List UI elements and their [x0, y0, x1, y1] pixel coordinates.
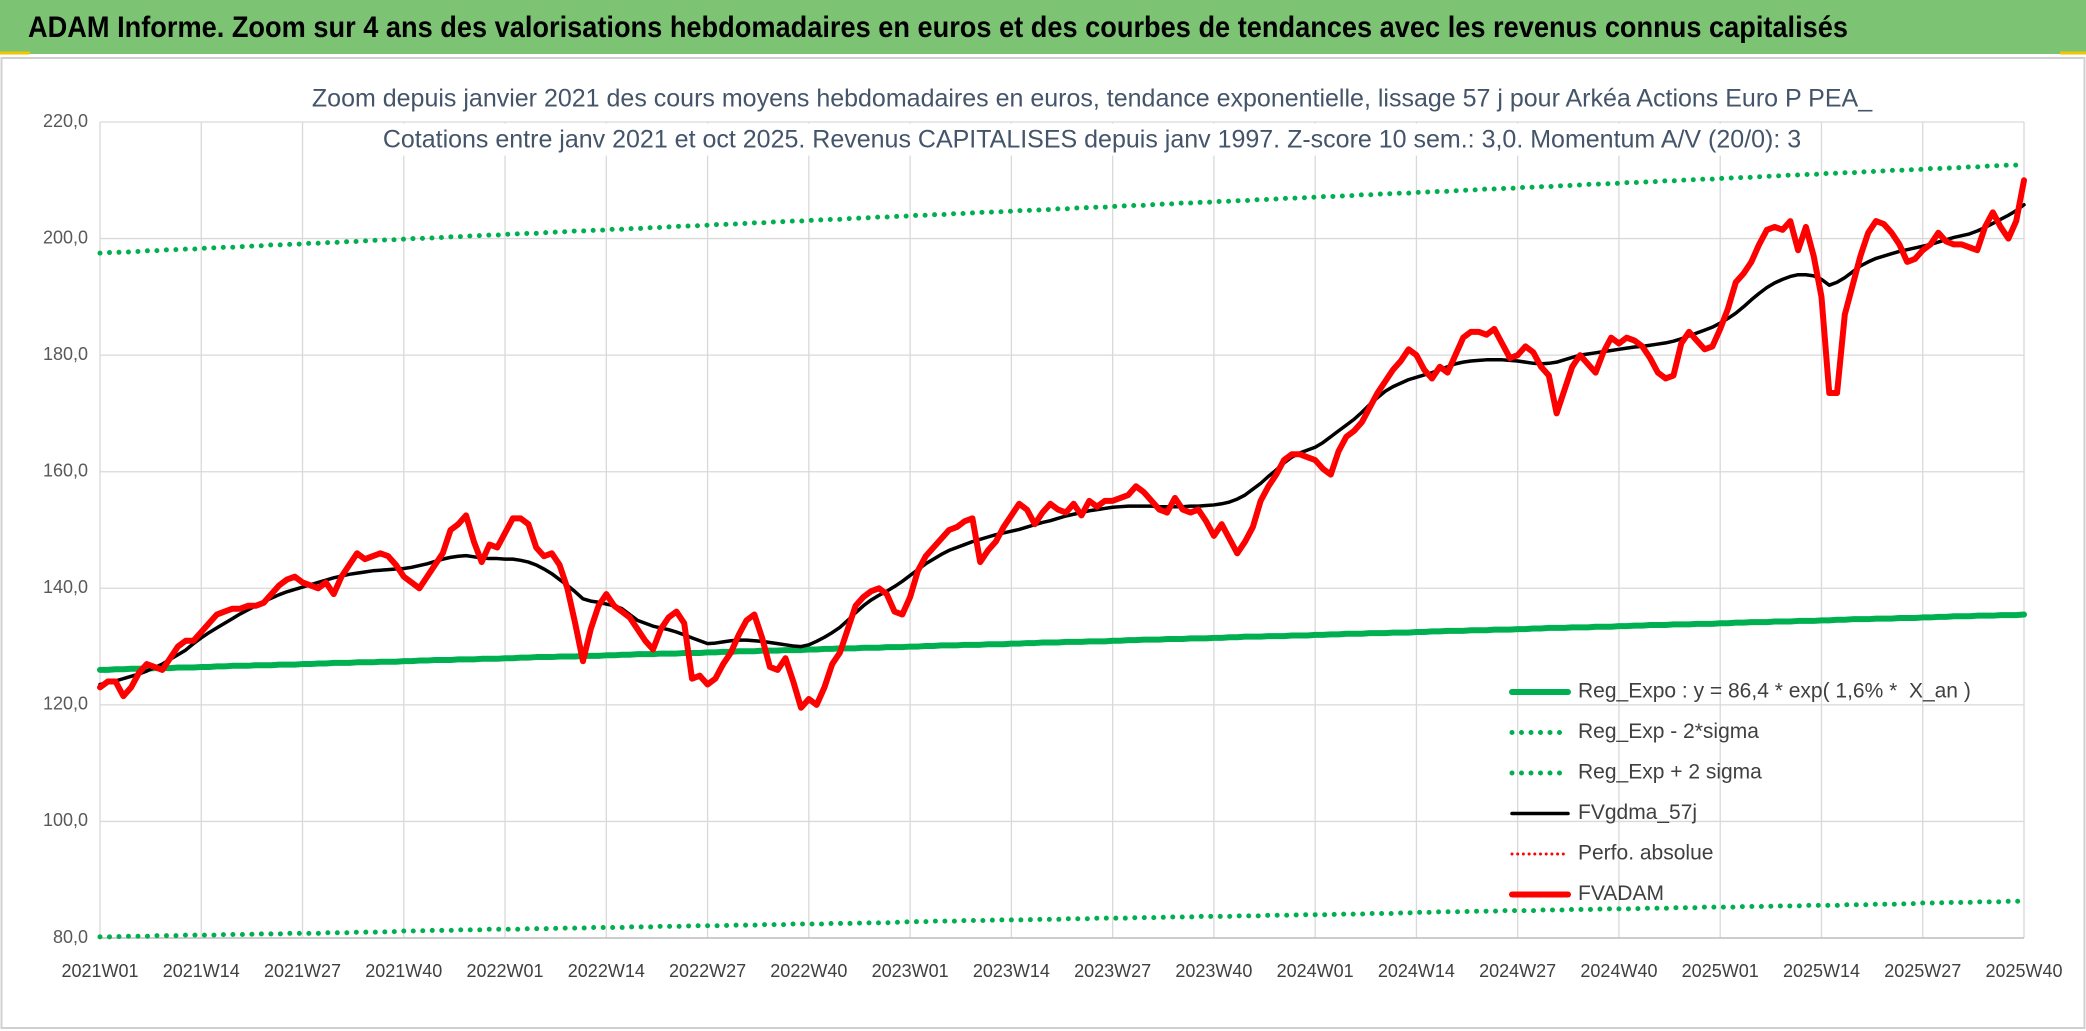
y-tick-label: 160,0 — [43, 460, 88, 480]
x-tick-label: 2021W14 — [163, 961, 240, 981]
legend-label: Reg_Exp + 2 sigma — [1578, 761, 1762, 784]
y-tick-label: 100,0 — [43, 810, 88, 830]
title-backing — [303, 82, 1882, 115]
x-tick-label: 2022W14 — [568, 961, 645, 981]
x-tick-label: 2024W27 — [1479, 961, 1556, 981]
legend-label: Perfo. absolue — [1578, 842, 1713, 865]
series-line — [97, 611, 2027, 673]
x-tick-label: 2023W40 — [1175, 961, 1252, 981]
x-tick-label: 2021W01 — [61, 961, 138, 981]
y-tick-label: 140,0 — [43, 577, 88, 597]
x-tick-label: 2022W01 — [467, 961, 544, 981]
x-tick-label: 2025W27 — [1884, 961, 1961, 981]
x-tick-label: 2023W01 — [872, 961, 949, 981]
x-tick-label: 2022W40 — [770, 961, 847, 981]
x-tick-label: 2021W27 — [264, 961, 341, 981]
x-tick-label: 2023W27 — [1074, 961, 1151, 981]
y-tick-label: 180,0 — [43, 344, 88, 364]
title-backing — [374, 123, 1810, 156]
legend-label: Reg_Expo : y = 86,4 * exp( 1,6% * X_an ) — [1578, 680, 1971, 703]
legend-label: FVADAM — [1578, 882, 1664, 905]
legend-label: Reg_Exp - 2*sigma — [1578, 720, 1759, 743]
plot: 80,0 100,0 120,0 140,0 160,0 180,0 200,0 220,0 2… — [43, 82, 2063, 981]
x-tick-label: 2025W01 — [1682, 961, 1759, 981]
x-tick-label: 2022W27 — [669, 961, 746, 981]
chart-frame — [0, 57, 2086, 1029]
x-tick-label: 2024W40 — [1580, 961, 1657, 981]
header-bar — [0, 0, 2086, 54]
x-tick-label: 2024W14 — [1378, 961, 1455, 981]
x-tick-label: 2023W14 — [973, 961, 1050, 981]
series-line — [97, 898, 2027, 940]
y-tick-label: 220,0 — [43, 111, 88, 131]
series-line — [98, 203, 2026, 687]
series-line — [97, 177, 2027, 711]
y-tick-label: 120,0 — [43, 694, 88, 714]
header-title: ADAM Informe. Zoom sur 4 ans des valoris… — [28, 11, 1848, 44]
x-tick-label: 2025W40 — [1985, 961, 2062, 981]
legend-label: FVgdma_57j — [1578, 801, 1697, 824]
x-tick-label: 2025W14 — [1783, 961, 1860, 981]
x-tick-label: 2024W01 — [1277, 961, 1354, 981]
x-tick-label: 2021W40 — [365, 961, 442, 981]
y-tick-label: 200,0 — [43, 227, 88, 247]
series-line — [97, 162, 2027, 256]
chart-title: Cotations entre janv 2021 et oct 2025. R… — [383, 126, 1801, 154]
y-tick-label: 80,0 — [53, 927, 88, 947]
chart-title: Zoom depuis janvier 2021 des cours moyen… — [312, 85, 1873, 113]
